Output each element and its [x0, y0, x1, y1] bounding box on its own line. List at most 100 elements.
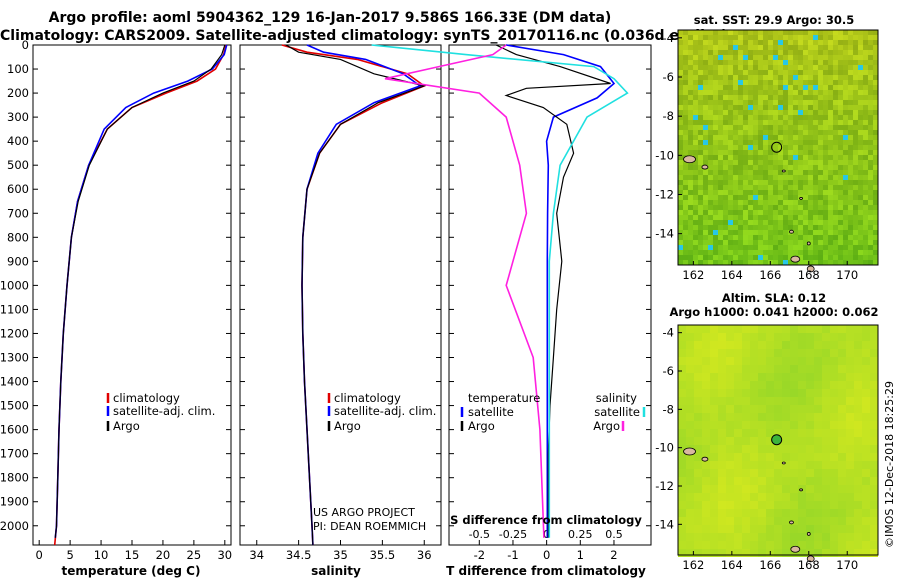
map-y-tick-label: -12 — [655, 479, 674, 493]
temperature-climatology-line — [53, 44, 227, 546]
temperature-satellite-line — [54, 44, 228, 538]
diff-legend-s-1: satellite — [594, 405, 640, 419]
sst-map-panel: 162 164 166 168 170 -4 -6 -8 -10 -12 -14 — [655, 29, 879, 282]
island-shape — [789, 520, 794, 525]
argo-position-marker — [771, 434, 783, 446]
difference-s-tick-label: 0.25 — [568, 528, 593, 541]
temperature-panel: 0100200300400500600700800900100011001200… — [0, 38, 232, 562]
difference-tick-label: -2 — [474, 548, 485, 562]
diff-legend-s-title: salinity — [596, 391, 637, 405]
salinity-frame — [239, 44, 442, 546]
map-x-tick-label: 164 — [721, 558, 743, 572]
salinity-panel: 34 34.5 35 35.5 36 — [239, 44, 442, 562]
island-shape — [806, 555, 815, 563]
project-annotation-2: PI: DEAN ROEMMICH — [313, 520, 426, 533]
depth-tick-label: 1200 — [0, 326, 29, 340]
sst-map-cells — [678, 30, 878, 265]
map-y-tick-label: -14 — [655, 227, 674, 241]
island-shape — [790, 545, 801, 553]
difference-xlabel2: S difference from climatology — [450, 513, 642, 527]
argo-position-marker — [771, 141, 783, 153]
island-shape — [781, 169, 786, 173]
diff-s-argo-line — [384, 44, 545, 538]
temperature-tick-label: 20 — [156, 548, 171, 562]
map-y-tick-label: -10 — [655, 441, 674, 455]
temperature-tick-label: 10 — [94, 548, 109, 562]
salinity-tick-label: 34 — [249, 548, 264, 562]
difference-s-tick-label: -0.25 — [499, 528, 527, 541]
difference-s-tick-label: -0.5 — [469, 528, 490, 541]
sal-legend-3: Argo — [334, 419, 361, 433]
map-y-tick-label: -8 — [663, 109, 674, 123]
map-y-tick-label: -4 — [663, 326, 674, 340]
island-shape — [789, 229, 794, 234]
difference-tick-label: 1 — [577, 548, 584, 562]
difference-s-tick-label: 0.5 — [605, 528, 623, 541]
temperature-tick-label: 30 — [217, 548, 232, 562]
depth-tick-label: 100 — [7, 62, 29, 76]
diff-t-satellite-line — [506, 44, 616, 538]
depth-tick-label: 0 — [22, 38, 29, 52]
salinity-tick-label: 35 — [333, 548, 348, 562]
depth-tick-label: 400 — [7, 134, 29, 148]
diff-legend-s-2: Argo — [593, 419, 620, 433]
temperature-frame — [32, 44, 232, 546]
map-x-tick-label: 166 — [759, 558, 781, 572]
map-y-tick-label: -4 — [663, 31, 674, 45]
depth-tick-label: 1000 — [0, 278, 29, 292]
depth-tick-label: 1300 — [0, 351, 29, 365]
depth-tick-label: 1900 — [0, 495, 29, 509]
salinity-argo-line — [285, 44, 427, 546]
sst-map-frame — [677, 29, 879, 266]
sst-map-title: sat. SST: 29.9 Argo: 30.5 — [694, 13, 854, 27]
depth-tick-label: 1600 — [0, 423, 29, 437]
island-shape — [806, 241, 811, 246]
island-shape — [683, 155, 696, 164]
temperature-tick-label: 25 — [187, 548, 202, 562]
diff-legend-t-1: satellite — [468, 405, 514, 419]
sal-legend-2: satellite-adj. clim. — [334, 404, 436, 418]
sla-map-frame — [677, 324, 879, 556]
island-shape — [683, 447, 696, 456]
map-x-tick-label: 168 — [798, 268, 820, 282]
depth-tick-label: 1400 — [0, 375, 29, 389]
imos-timestamp: ©IMOS 12-Dec-2018 18:25:29 — [883, 381, 896, 548]
depth-tick-label: 200 — [7, 86, 29, 100]
map-x-tick-label: 166 — [759, 268, 781, 282]
depth-tick-label: 300 — [7, 110, 29, 124]
island-shape — [806, 532, 811, 536]
map-x-tick-label: 170 — [836, 268, 858, 282]
island-shape — [790, 255, 801, 263]
map-x-tick-label: 170 — [836, 558, 858, 572]
sla-map-cells — [678, 325, 878, 557]
temperature-argo-line — [54, 44, 226, 538]
sla-map-panel: 162 164 166 168 170 -4 -6 -8 -10 -12 -14 — [655, 324, 879, 572]
diff-s-satellite-line — [371, 44, 629, 538]
depth-tick-label: 600 — [7, 182, 29, 196]
map-y-tick-label: -8 — [663, 402, 674, 416]
sal-legend-1: climatology — [334, 391, 401, 405]
depth-tick-label: 800 — [7, 230, 29, 244]
salinity-tick-label: 34.5 — [286, 548, 312, 562]
map-x-tick-label: 162 — [682, 558, 704, 572]
island-shape — [781, 461, 786, 465]
depth-tick-label: 500 — [7, 158, 29, 172]
island-shape — [799, 488, 803, 492]
depth-tick-label: 1700 — [0, 447, 29, 461]
difference-tick-label: 0 — [543, 548, 550, 562]
salinity-xlabel: salinity — [311, 564, 361, 578]
depth-tick-label: 1800 — [0, 471, 29, 485]
title-line1: Argo profile: aoml 5904362_129 16-Jan-20… — [48, 10, 612, 26]
difference-tick-label: 2 — [610, 548, 617, 562]
title-line2: Climatology: CARS2009. Satellite-adjuste… — [0, 28, 728, 44]
salinity-climatology-line — [281, 44, 426, 546]
depth-tick-label: 900 — [7, 254, 29, 268]
project-annotation-1: US ARGO PROJECT — [313, 506, 415, 519]
temp-legend-1: climatology — [113, 391, 180, 405]
map-y-tick-label: -12 — [655, 188, 674, 202]
island-shape — [701, 164, 709, 170]
temperature-tick-label: 15 — [125, 548, 140, 562]
depth-tick-label: 1100 — [0, 302, 29, 316]
island-shape — [806, 265, 815, 273]
diff-t-argo-line — [495, 44, 611, 538]
